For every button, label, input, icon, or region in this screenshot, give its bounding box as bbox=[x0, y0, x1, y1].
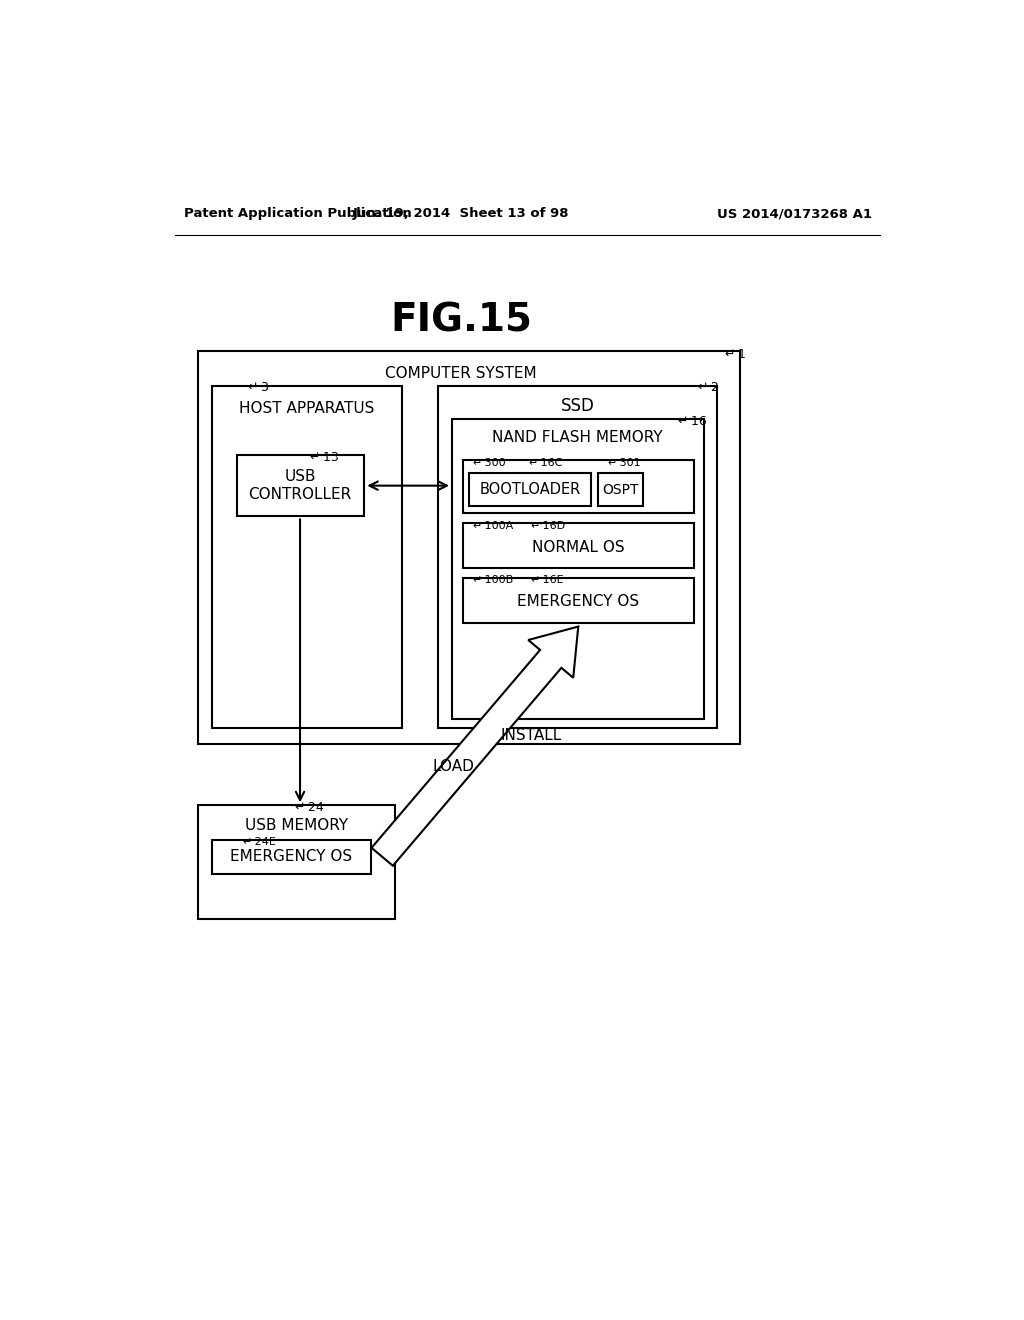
Text: ↵ 100A: ↵ 100A bbox=[473, 520, 513, 531]
Text: ↵ 13: ↵ 13 bbox=[310, 450, 339, 463]
Text: ↵ 3: ↵ 3 bbox=[248, 381, 269, 395]
Bar bbox=[212, 840, 371, 874]
Polygon shape bbox=[372, 627, 579, 866]
Text: ↵ 16E: ↵ 16E bbox=[531, 576, 563, 585]
Text: INSTALL: INSTALL bbox=[501, 729, 561, 743]
Text: ↵ 16C: ↵ 16C bbox=[529, 458, 563, 467]
Text: ↵ 100B: ↵ 100B bbox=[473, 576, 513, 585]
Text: ↵ 1: ↵ 1 bbox=[725, 348, 745, 362]
Text: NORMAL OS: NORMAL OS bbox=[531, 540, 625, 554]
Bar bbox=[438, 385, 717, 729]
Bar bbox=[237, 455, 365, 516]
Text: SSD: SSD bbox=[560, 397, 595, 416]
Text: USB MEMORY: USB MEMORY bbox=[245, 817, 348, 833]
Text: ↵ 300: ↵ 300 bbox=[473, 458, 506, 467]
Text: FIG.15: FIG.15 bbox=[390, 301, 532, 339]
Text: Jun. 19, 2014  Sheet 13 of 98: Jun. 19, 2014 Sheet 13 of 98 bbox=[353, 207, 569, 220]
Bar bbox=[469, 473, 592, 507]
Bar bbox=[463, 461, 693, 512]
Bar bbox=[463, 524, 693, 568]
Text: EMERGENCY OS: EMERGENCY OS bbox=[517, 594, 639, 610]
Text: HOST APPARATUS: HOST APPARATUS bbox=[239, 401, 374, 416]
Text: OSPT: OSPT bbox=[602, 483, 638, 496]
Text: BOOTLOADER: BOOTLOADER bbox=[479, 482, 581, 498]
Text: NAND FLASH MEMORY: NAND FLASH MEMORY bbox=[493, 429, 663, 445]
Text: COMPUTER SYSTEM: COMPUTER SYSTEM bbox=[385, 367, 537, 381]
Text: ↵ 24E: ↵ 24E bbox=[243, 837, 275, 847]
Bar bbox=[212, 385, 401, 729]
Text: ↵ 2: ↵ 2 bbox=[697, 381, 719, 395]
Bar bbox=[463, 578, 693, 623]
Bar bbox=[452, 418, 703, 719]
Bar bbox=[198, 805, 395, 919]
Text: LOAD: LOAD bbox=[432, 759, 474, 775]
Text: ↵ 16D: ↵ 16D bbox=[531, 520, 565, 531]
Text: US 2014/0173268 A1: US 2014/0173268 A1 bbox=[717, 207, 872, 220]
Text: Patent Application Publication: Patent Application Publication bbox=[183, 207, 412, 220]
Text: USB
CONTROLLER: USB CONTROLLER bbox=[249, 470, 351, 502]
Bar bbox=[198, 351, 740, 743]
Text: ↵ 16: ↵ 16 bbox=[678, 416, 707, 428]
Text: ↵ 301: ↵ 301 bbox=[608, 458, 641, 467]
Bar bbox=[598, 473, 643, 507]
Text: ↵ 24: ↵ 24 bbox=[295, 801, 324, 814]
Text: EMERGENCY OS: EMERGENCY OS bbox=[229, 849, 352, 865]
